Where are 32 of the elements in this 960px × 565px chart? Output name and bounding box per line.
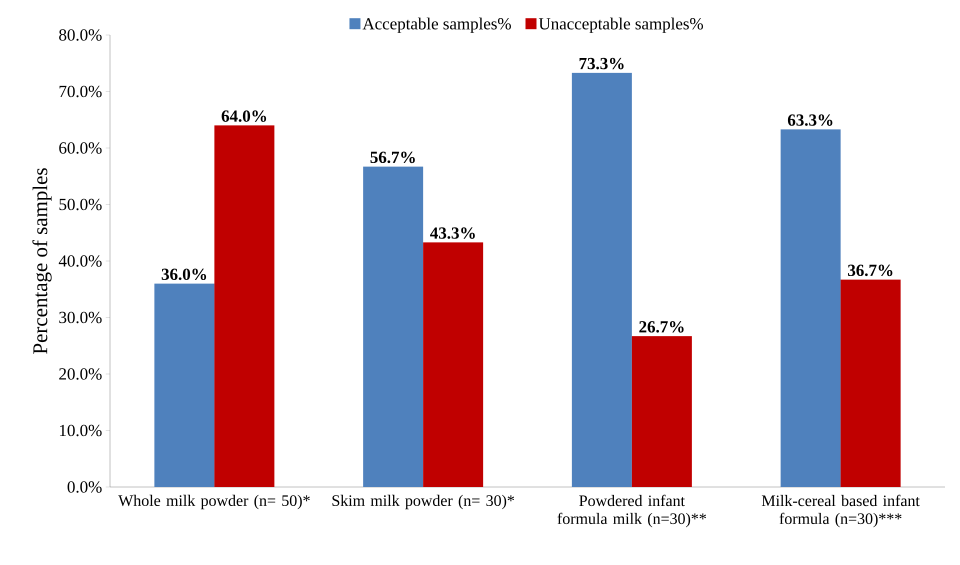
bar bbox=[572, 72, 632, 487]
data-label: 73.3% bbox=[580, 58, 624, 70]
bar bbox=[840, 280, 901, 487]
bar bbox=[363, 166, 424, 487]
legend-label: Acceptable samples% bbox=[362, 18, 511, 33]
x-tick-label: Powdered infant formula milk (n=30)** bbox=[557, 494, 706, 528]
data-label: 56.7% bbox=[370, 152, 415, 164]
data-label: 63.3% bbox=[788, 114, 832, 126]
x-tick-label: Whole milk powder (n= 50)* bbox=[118, 494, 310, 510]
y-tick-label: 50.0% bbox=[59, 198, 102, 210]
x-tick-label: Milk-cereal based infant formula (n=30)*** bbox=[762, 494, 920, 528]
data-label: 64.0% bbox=[222, 110, 266, 122]
data-label: 36.0% bbox=[162, 268, 206, 280]
y-tick-label: 10.0% bbox=[60, 424, 102, 436]
y-tick-label: 0.0% bbox=[68, 481, 102, 493]
y-tick-label: 60.0% bbox=[59, 142, 102, 154]
data-label: 26.7% bbox=[639, 321, 684, 333]
bar bbox=[632, 336, 692, 487]
y-tick-label: 40.0% bbox=[58, 255, 102, 267]
y-tick-label: 20.0% bbox=[59, 368, 102, 380]
x-tick-label: Skim milk powder (n= 30)* bbox=[332, 494, 514, 510]
bar bbox=[423, 242, 484, 487]
y-tick-label: 30.0% bbox=[59, 312, 102, 324]
bar bbox=[780, 129, 841, 487]
data-label: 43.3% bbox=[430, 227, 475, 239]
data-label: 36.7% bbox=[848, 264, 892, 276]
bar bbox=[154, 284, 214, 487]
y-tick-label: 80.0% bbox=[59, 29, 102, 41]
legend-label: Unacceptable samples% bbox=[538, 18, 704, 33]
bar bbox=[214, 125, 274, 487]
y-axis-title: Percentage of samples bbox=[32, 168, 52, 354]
y-tick-label: 70.0% bbox=[60, 86, 102, 98]
